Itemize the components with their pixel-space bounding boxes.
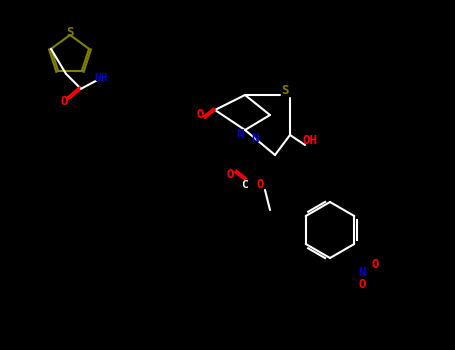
Text: O: O bbox=[358, 279, 366, 292]
Text: O: O bbox=[60, 95, 68, 108]
Text: OH: OH bbox=[303, 133, 318, 147]
Text: O: O bbox=[226, 168, 234, 182]
Text: O: O bbox=[256, 178, 264, 191]
Text: N: N bbox=[236, 128, 244, 141]
Text: NH: NH bbox=[94, 73, 108, 83]
Text: C: C bbox=[242, 180, 248, 190]
Text: N: N bbox=[358, 266, 366, 279]
Text: N: N bbox=[251, 132, 259, 145]
Text: O: O bbox=[196, 108, 204, 121]
Text: S: S bbox=[281, 84, 289, 97]
Text: O: O bbox=[371, 259, 379, 272]
Text: S: S bbox=[66, 27, 74, 40]
